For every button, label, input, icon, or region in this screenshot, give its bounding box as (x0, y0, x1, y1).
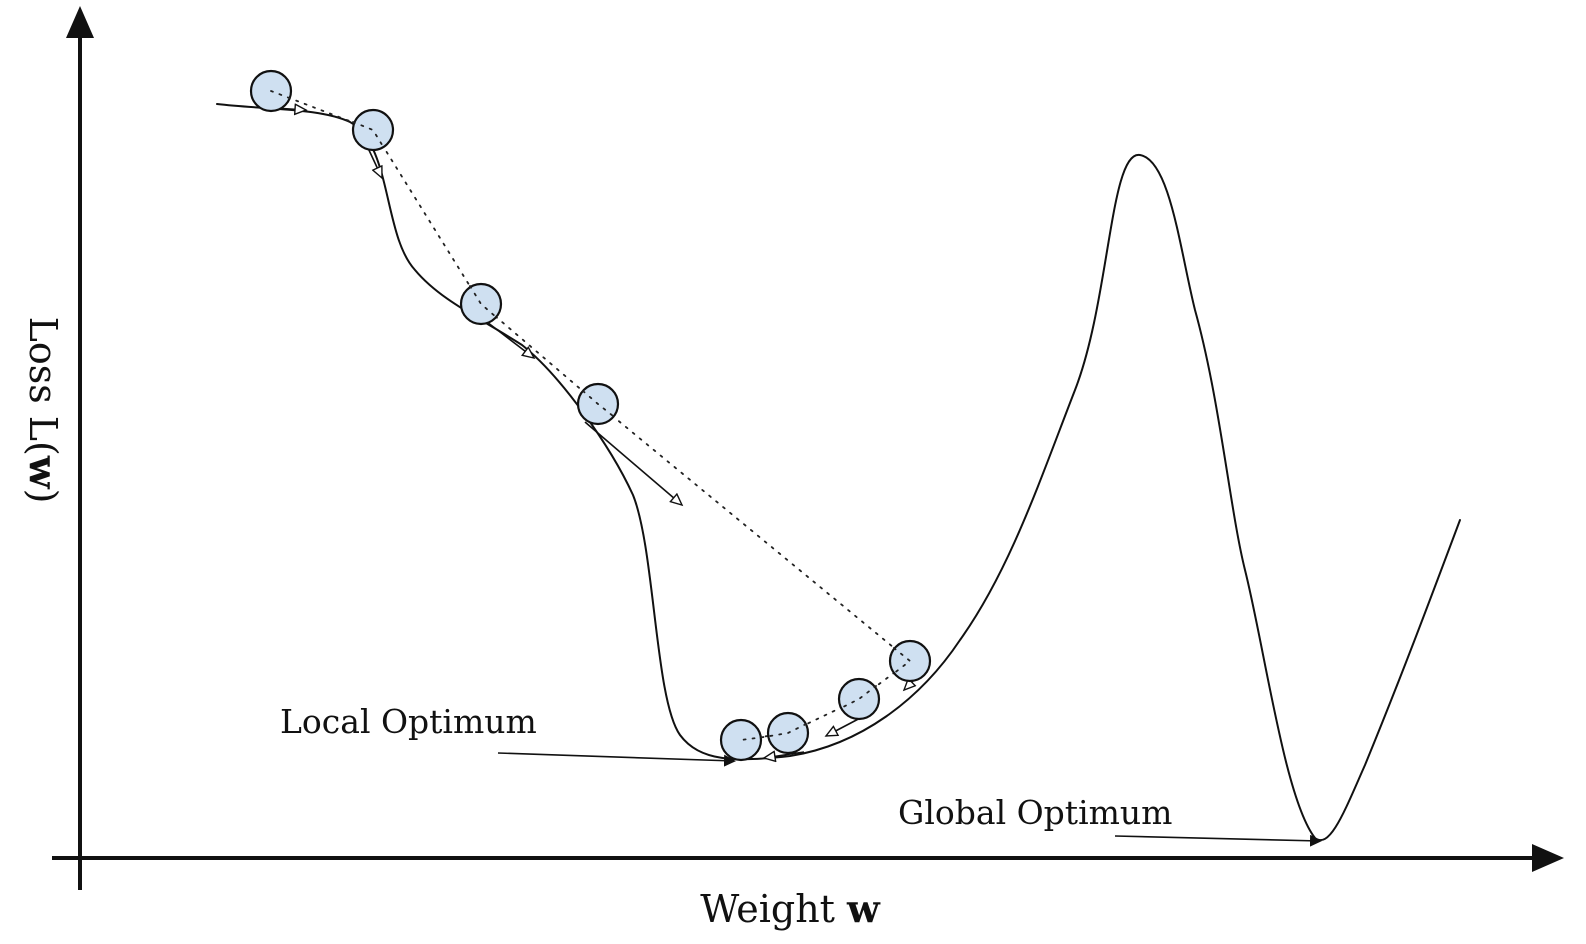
x-axis-label: Weight w (700, 886, 881, 931)
y-axis-label: Loss L(w) (21, 317, 66, 504)
ball-2 (351, 108, 395, 152)
step-arrow-7 (764, 752, 805, 758)
step-arrow-2 (367, 147, 383, 178)
local-optimum-pointer (497, 752, 736, 767)
step-arrow-3 (486, 321, 534, 358)
local-optimum-label: Local Optimum (280, 702, 537, 741)
ball-8 (719, 718, 763, 762)
x-axis-arrowhead (1532, 844, 1564, 872)
step-arrows (274, 108, 926, 758)
ball-trajectory-dots (270, 90, 912, 741)
ball-6 (837, 677, 881, 721)
balls (249, 69, 932, 762)
global-optimum-pointer (1114, 834, 1322, 847)
axes (52, 6, 1564, 890)
step-arrow-4 (584, 421, 682, 505)
y-axis-arrowhead (66, 6, 94, 38)
trajectory-overlay (270, 90, 912, 741)
ball-3 (459, 282, 503, 326)
global-optimum-label: Global Optimum (898, 793, 1172, 832)
